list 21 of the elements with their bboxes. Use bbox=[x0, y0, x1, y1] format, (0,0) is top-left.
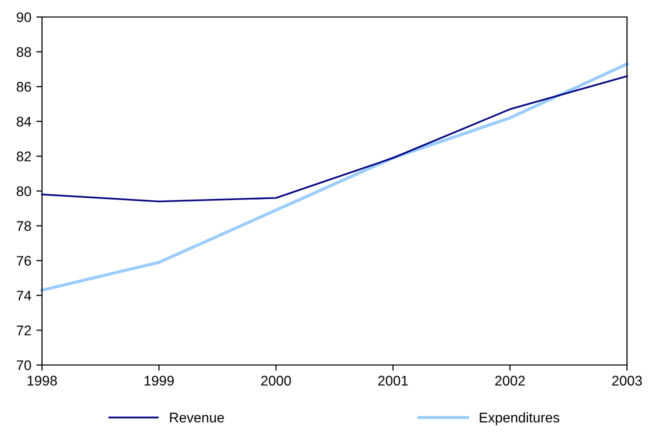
y-tick-label: 76 bbox=[16, 256, 31, 266]
y-tick-label: 78 bbox=[16, 221, 31, 231]
y-tick-label: 90 bbox=[16, 12, 32, 22]
x-tick-label: 1998 bbox=[28, 376, 57, 386]
x-tick-label: 2002 bbox=[495, 376, 525, 386]
y-tick-label: 72 bbox=[16, 326, 31, 336]
x-tick-label: 1999 bbox=[144, 376, 174, 386]
x-tick-label: 2000 bbox=[261, 376, 291, 386]
x-tick-label: 2001 bbox=[378, 376, 408, 386]
line-series bbox=[41, 75, 628, 202]
line-series bbox=[40, 62, 629, 292]
y-tick-label: 88 bbox=[16, 47, 31, 57]
y-tick-label: 86 bbox=[16, 82, 31, 92]
x-tick-label: 2003 bbox=[612, 376, 642, 386]
y-tick-label: 84 bbox=[16, 116, 32, 127]
y-tick-label: 74 bbox=[16, 290, 32, 300]
y-tick-label: 80 bbox=[16, 186, 32, 196]
legend-label: Revenue bbox=[170, 412, 224, 422]
y-tick-label: 70 bbox=[16, 360, 32, 370]
legend-label: Expenditures bbox=[480, 412, 560, 426]
y-tick-label: 82 bbox=[16, 152, 31, 162]
